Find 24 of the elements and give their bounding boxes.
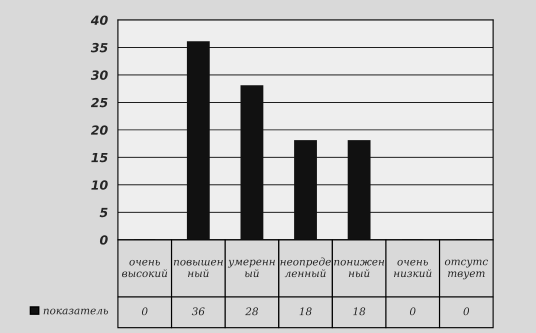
y-tick-label: 10 [91, 180, 108, 190]
y-tick-label: 15 [91, 152, 108, 162]
x-tick-label: неопреде ленный [280, 257, 331, 278]
y-tick-label: 20 [90, 125, 108, 135]
x-tick-label: понижен ный [334, 260, 384, 278]
y-tick-label: 35 [90, 42, 108, 52]
x-tick-label: отсутс твует [444, 260, 488, 280]
data-label: 18 [353, 307, 366, 316]
data-label: 36 [192, 307, 205, 316]
data-label: 0 [410, 307, 416, 316]
x-tick-label: очень низкий [394, 260, 432, 278]
y-tick-label: 25 [90, 98, 108, 108]
data-label: 28 [245, 307, 258, 316]
data-label: 18 [300, 307, 312, 316]
data-label: 0 [142, 307, 148, 316]
x-tick-label: умеренн ый [228, 260, 275, 278]
y-tick-label: 5 [100, 208, 108, 218]
y-tick-label: 40 [90, 15, 108, 25]
x-tick-label: очень высокий [122, 260, 168, 278]
x-tick-label: повышен ный [174, 260, 223, 278]
legend-label: показатель [44, 308, 108, 314]
y-tick-label: 30 [90, 70, 108, 80]
data-label: 0 [464, 307, 470, 316]
y-tick-label: 0 [100, 235, 108, 245]
